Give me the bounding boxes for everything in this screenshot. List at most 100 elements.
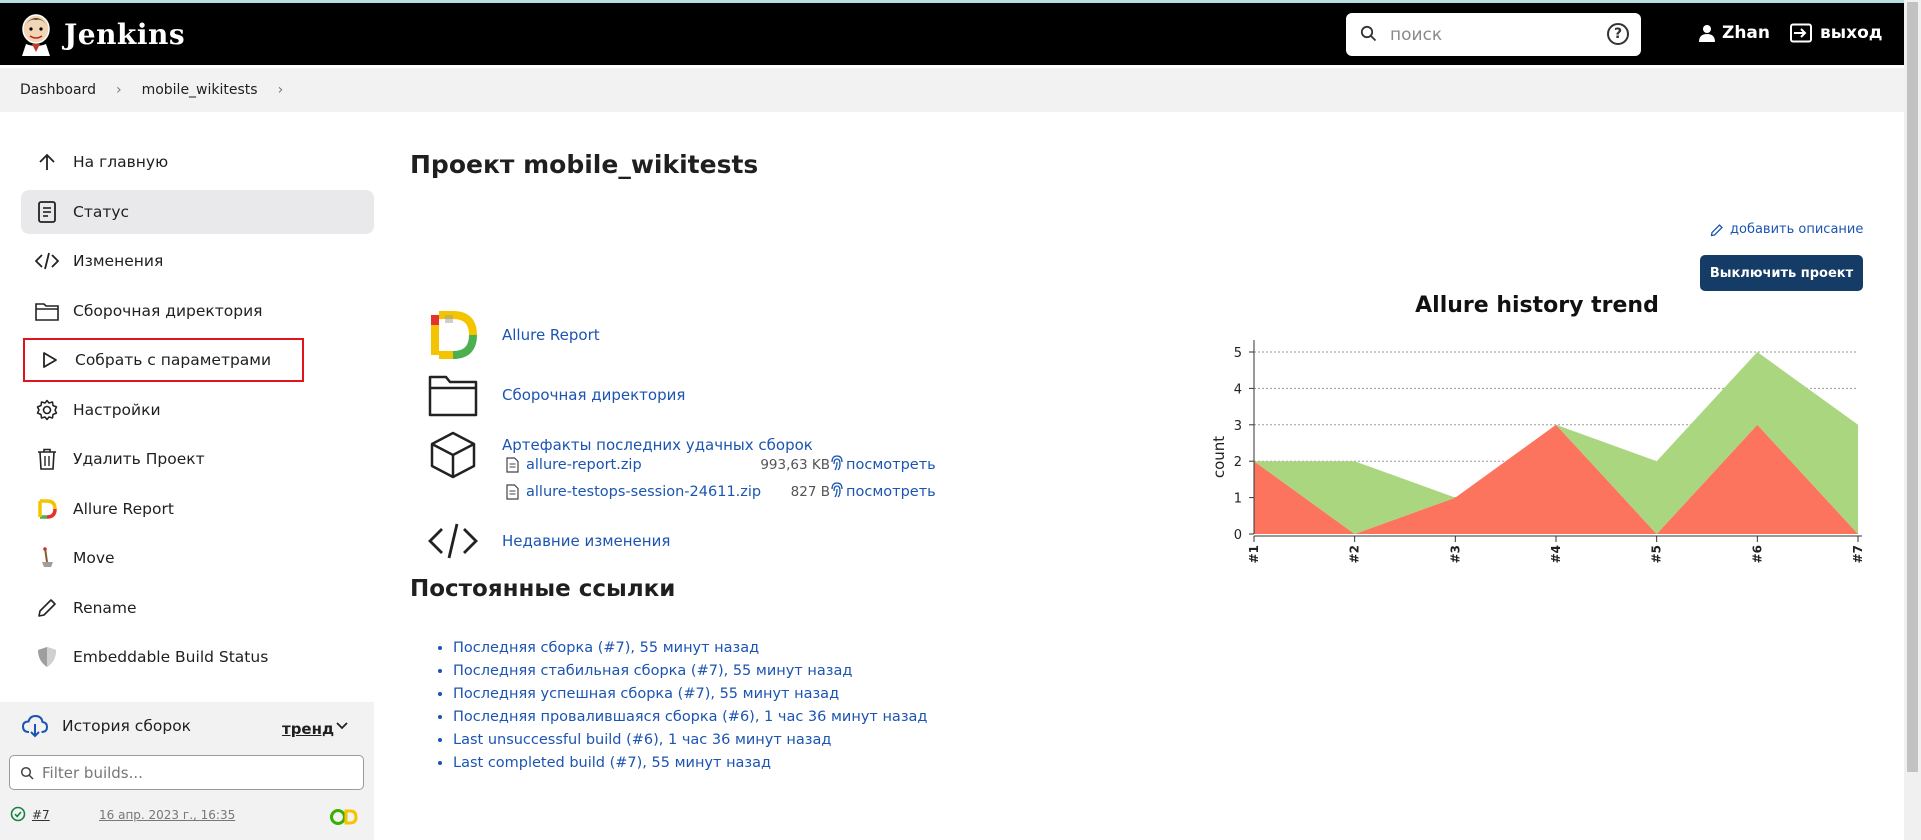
artifact-name[interactable]: allure-testops-session-24611.zip [526,484,762,500]
search-box: ? [1346,13,1641,56]
allure-small-icon[interactable] [329,808,359,826]
trend-chart-svg: Allure history trend count 0 1 2 3 4 5 #1 #2 #3 #… [1210,293,1865,563]
fingerprint-icon[interactable] [830,454,844,472]
file-icon [506,484,519,500]
allure-report-link[interactable]: Allure Report [502,326,600,344]
breadcrumb-dashboard[interactable]: Dashboard [20,82,96,98]
chart-y-tick-label: 1 [1234,492,1242,507]
sidebar-item-label: Настройки [73,400,161,419]
allure-history-trend-chart[interactable]: Allure history trend count 0 1 2 3 4 5 #1 #2 #3 #… [1202,282,1872,622]
pencil-icon [35,596,59,620]
scrollbar-thumb[interactable] [1907,2,1918,772]
chart-series-area [1254,424,1858,534]
chart-y-tick-label: 5 [1234,346,1242,361]
search-input[interactable] [1390,21,1590,48]
workspace-link-row[interactable]: Сборочная директория [428,370,685,420]
view-link[interactable]: посмотреть [846,457,936,473]
chevron-right-icon: › [115,82,122,98]
sidebar: На главную Статус Изменения Сборочная ди… [21,140,374,685]
filter-builds-input[interactable] [42,763,342,783]
chart-x-tick-label: #3 [1448,545,1462,563]
play-icon [37,348,61,372]
chart-y-axis-label: count [1210,436,1228,478]
sidebar-item-move[interactable]: Move [21,536,374,580]
artifacts-link[interactable]: Артефакты последних удачных сборок [502,436,813,454]
logout-icon [1790,23,1812,43]
vertical-scrollbar[interactable] [1904,0,1921,840]
folder-icon [428,370,478,420]
build-history-title: История сборок [62,717,192,735]
fingerprint-icon[interactable] [830,481,844,499]
gear-icon [35,398,59,422]
sidebar-item-label: Статус [73,202,130,221]
build-history-panel: История сборок тренд #7 16 апр. 2023 г.,… [0,702,374,840]
sidebar-item-label: Allure Report [73,499,174,518]
artifact-name[interactable]: allure-report.zip [526,457,642,473]
user-name: Zhan [1722,23,1771,43]
jenkins-logo[interactable]: Jenkins [18,12,185,56]
folder-icon [35,299,59,323]
help-icon[interactable]: ? [1607,23,1629,45]
sidebar-item-status[interactable]: Статус [21,189,374,234]
sidebar-item-label: На главную [73,153,169,171]
sidebar-item-changes[interactable]: Изменения [21,239,374,283]
breadcrumb-project[interactable]: mobile_wikitests [141,82,258,98]
add-description-label: добавить описание [1730,222,1864,237]
artifact-size: 993,63 KB [760,457,830,473]
sidebar-item-build-with-parameters[interactable]: Собрать с параметрами [23,338,304,382]
disable-project-button[interactable]: Выключить проект [1700,255,1863,291]
logout-link[interactable]: выход [1790,23,1883,43]
chart-y-tick-label: 4 [1234,382,1242,397]
trend-link[interactable]: тренд [282,720,335,738]
success-check-icon [10,806,26,822]
user-link[interactable]: Zhan [1698,23,1770,43]
sidebar-item-label: Сборочная директория [73,301,263,320]
sidebar-item-embeddable-build-status[interactable]: Embeddable Build Status [21,635,374,679]
top-header: Jenkins ? Zhan выход [0,0,1904,65]
chart-title: Allure history trend [1415,293,1659,318]
file-icon [506,457,519,473]
permalink-item[interactable]: Last unsuccessful build (#6), 1 час 36 м… [453,729,927,752]
document-icon [35,200,59,224]
build-row[interactable]: #7 16 апр. 2023 г., 16:35 [10,806,365,830]
sidebar-item-rename[interactable]: Rename [21,586,374,630]
move-icon [35,546,59,570]
package-icon [428,430,478,480]
permalink-item[interactable]: Последняя стабильная сборка (#7), 55 мин… [453,660,927,683]
build-date[interactable]: 16 апр. 2023 г., 16:35 [99,808,236,822]
sidebar-item-allure-report[interactable]: Allure Report [21,487,374,531]
sidebar-item-settings[interactable]: Настройки [21,388,374,432]
chart-series-area [1254,352,1858,534]
chart-x-tick-label: #2 [1348,545,1362,563]
sidebar-item-label: Move [73,549,115,567]
chart-x-tick-label: #1 [1247,545,1261,563]
add-description-link[interactable]: добавить описание [1710,222,1863,237]
view-link[interactable]: посмотреть [846,484,936,500]
recent-changes-link[interactable]: Недавние изменения [502,532,671,550]
chart-x-tick-label: #4 [1549,545,1563,563]
sidebar-item-workspace[interactable]: Сборочная директория [21,289,374,333]
chevron-right-icon[interactable]: › [277,82,284,98]
code-icon [35,249,59,273]
sidebar-item-label: Изменения [73,252,164,270]
workspace-link[interactable]: Сборочная директория [502,386,686,404]
chart-x-tick-label: #6 [1750,545,1764,563]
allure-icon [35,497,59,521]
permalink-item[interactable]: Последняя сборка (#7), 55 минут назад [453,637,927,660]
search-icon [20,766,34,780]
permalink-item[interactable]: Last completed build (#7), 55 минут наза… [453,752,927,775]
build-history-header: История сборок [22,714,191,738]
permalink-item[interactable]: Последняя успешная сборка (#7), 55 минут… [453,683,927,706]
user-icon [1699,25,1715,42]
page-title: Проект mobile_wikitests [410,150,759,179]
chart-y-tick-label: 0 [1234,528,1242,543]
shield-icon [35,645,59,669]
sidebar-item-delete-project[interactable]: Удалить Проект [21,437,374,481]
allure-report-link-row[interactable]: Allure Report [428,310,600,360]
build-number[interactable]: #7 [32,808,50,822]
recent-changes-row[interactable]: Недавние изменения [428,516,670,566]
sidebar-item-home[interactable]: На главную [21,140,374,184]
chevron-down-icon[interactable] [335,721,349,731]
breadcrumb: Dashboard › mobile_wikitests › [0,68,1904,112]
permalink-item[interactable]: Последняя провалившаяся сборка (#6), 1 ч… [453,706,927,729]
